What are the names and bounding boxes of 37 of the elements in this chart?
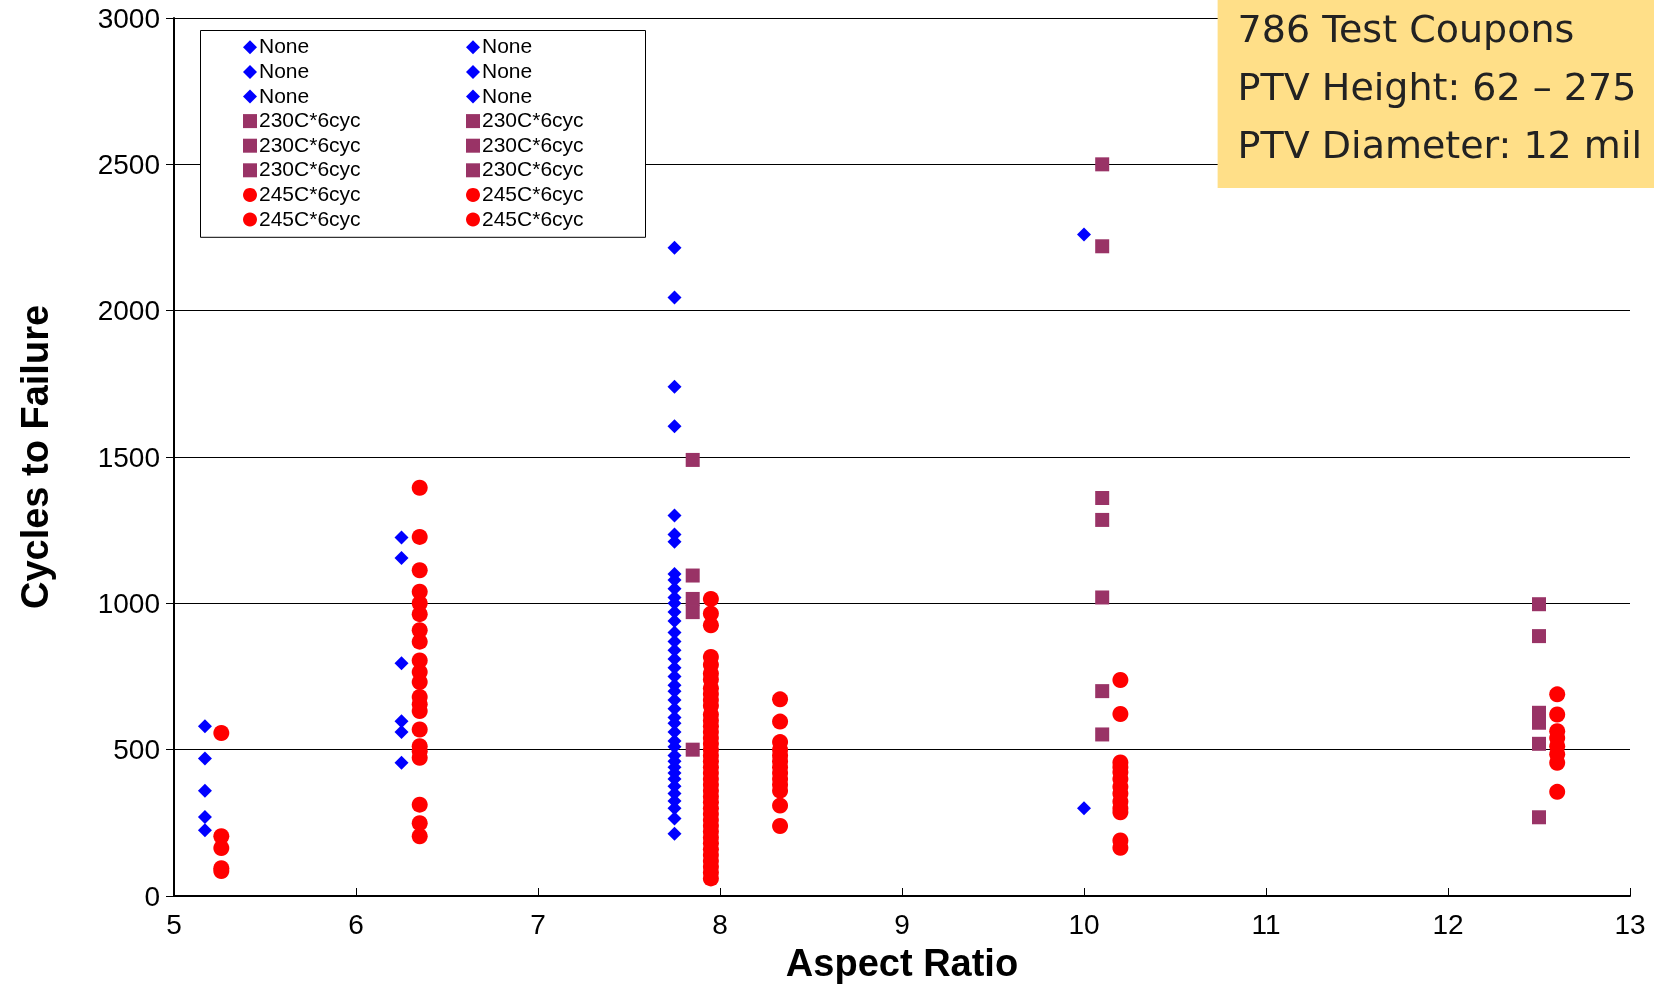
legend-label: 245C*6cyc — [482, 181, 584, 205]
y-tick-label: 0 — [144, 880, 160, 912]
y-axis-title: Cycles to Failure — [14, 304, 56, 610]
x-tick-label: 12 — [1432, 908, 1464, 940]
y-tick-label: 1500 — [97, 441, 160, 473]
y-tick-label: 1000 — [97, 587, 160, 619]
legend-label: None — [259, 34, 310, 58]
x-tick-label: 6 — [348, 908, 364, 940]
legend-label: 230C*6cyc — [482, 157, 584, 181]
legend-label: None — [482, 34, 533, 58]
annotation: 786 Test Coupons — [1237, 7, 1575, 51]
legend-label: 230C*6cyc — [259, 157, 361, 181]
legend-label: None — [259, 83, 310, 107]
legend-label: 245C*6cyc — [259, 206, 361, 230]
y-tick-label: 500 — [113, 734, 160, 766]
x-tick-label: 7 — [530, 908, 546, 940]
legend-label: None — [482, 83, 533, 107]
x-tick-label: 10 — [1068, 908, 1100, 940]
legend-label: 245C*6cyc — [259, 181, 361, 205]
legend-label: 230C*6cyc — [482, 108, 584, 132]
x-tick-label: 9 — [894, 908, 910, 940]
x-tick-label: 11 — [1251, 908, 1281, 940]
x-tick-label: 5 — [166, 908, 182, 940]
y-tick-label: 2000 — [97, 295, 160, 327]
legend-label: None — [482, 58, 533, 82]
y-tick-label: 3000 — [97, 2, 160, 34]
y-tick-label: 2500 — [97, 148, 160, 180]
x-tick-label: 13 — [1614, 908, 1646, 940]
annotation: PTV Height: 62 – 275 — [1237, 65, 1637, 109]
legend-label: 245C*6cyc — [482, 206, 584, 230]
legend-label: 230C*6cyc — [259, 132, 361, 156]
x-tick-label: 8 — [712, 908, 728, 940]
annotation: PTV Diameter: 12 mil — [1237, 123, 1643, 167]
legend-label: 230C*6cyc — [259, 108, 361, 132]
legend-label: None — [259, 58, 310, 82]
legend-label: 230C*6cyc — [482, 132, 584, 156]
x-axis-title: Aspect Ratio — [785, 942, 1019, 984]
